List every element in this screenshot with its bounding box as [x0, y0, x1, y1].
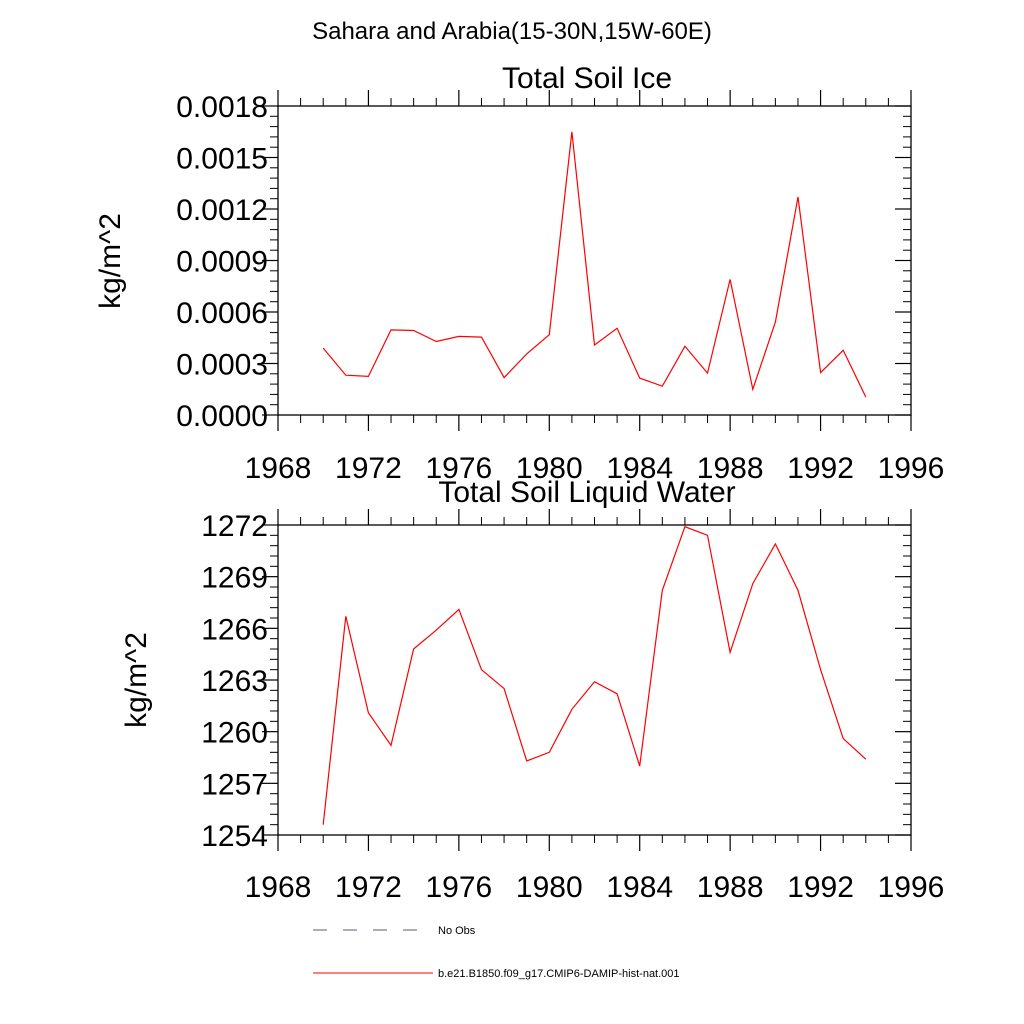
legend-label-no-obs: No Obs	[438, 925, 476, 937]
x-tick-label: 1980	[516, 871, 583, 904]
plot-frame-soil-ice	[277, 105, 912, 416]
y-tick-label: 0.0006	[176, 297, 268, 330]
y-tick-label: 1266	[201, 613, 268, 646]
y-tick-label: 1263	[201, 665, 268, 698]
y-tick-label: 1260	[201, 717, 268, 750]
axis-ticks-soil-ice	[262, 90, 912, 431]
y-axis-label-soil-liquid-water: kg/m^2	[120, 632, 153, 728]
panel-title-total-soil-liquid-water: Total Soil Liquid Water	[438, 476, 735, 509]
series-line	[322, 131, 867, 398]
y-tick-labels-soil-liquid-water: 1254 1257 1260 1263 1266 1269 1272	[201, 510, 268, 853]
y-tick-label: 1272	[201, 510, 268, 543]
y-axis-label-soil-ice: kg/m^2	[94, 213, 127, 309]
x-tick-label: 1988	[697, 452, 764, 485]
x-tick-label: 1988	[697, 871, 764, 904]
x-tick-labels-soil-liquid-water: 1968 1972 1976 1980 1984 1988 1992 1996	[245, 871, 945, 904]
x-tick-label: 1976	[425, 452, 492, 485]
y-tick-label: 0.0012	[176, 194, 268, 227]
series-line	[322, 525, 867, 825]
x-tick-label: 1996	[878, 871, 945, 904]
panel-total-soil-ice: Total Soil Ice 0.00000.00030.00060.00090…	[94, 62, 944, 485]
x-tick-label: 1972	[335, 871, 402, 904]
x-tick-label: 1972	[335, 452, 402, 485]
figure-suptitle: Sahara and Arabia(15-30N,15W-60E)	[312, 18, 712, 45]
x-tick-label: 1968	[245, 871, 312, 904]
y-tick-label: 0.0009	[176, 246, 268, 279]
series-soil-liquid-water	[322, 525, 867, 825]
y-tick-label: 1257	[201, 768, 268, 801]
x-tick-label: 1996	[878, 452, 945, 485]
x-tick-label: 1992	[787, 871, 854, 904]
y-tick-labels-soil-ice: 0.0000 0.0003 0.0006 0.0009 0.0012 0.0015 0.00…	[176, 91, 268, 433]
x-tick-label: 1984	[606, 871, 673, 904]
x-tick-label: 1968	[245, 452, 312, 485]
x-tick-label: 1984	[606, 452, 673, 485]
y-tick-label: 0.0015	[176, 143, 268, 176]
y-tick-label: 1254	[201, 820, 268, 853]
x-tick-label: 1992	[787, 452, 854, 485]
x-tick-label: 1980	[516, 452, 583, 485]
y-tick-label: 0.0003	[176, 349, 268, 382]
panel-title-total-soil-ice: Total Soil Ice	[502, 62, 672, 95]
y-tick-label: 0.0018	[176, 91, 268, 124]
legend: No Obs b.e21.B1850.f09_g17.CMIP6-DAMIP-h…	[313, 925, 680, 980]
x-tick-labels-soil-ice: 1968 1972 1976 1980 1984 1988 1992 1996	[245, 452, 945, 485]
axis-ticks-soil-liquid-water	[262, 509, 912, 851]
series-soil-ice	[322, 131, 867, 398]
plot-frame-soil-liquid-water	[277, 524, 912, 836]
legend-label-model-run: b.e21.B1850.f09_g17.CMIP6-DAMIP-hist-nat…	[438, 968, 680, 980]
y-tick-label: 1269	[201, 562, 268, 595]
x-tick-label: 1976	[425, 871, 492, 904]
y-tick-label: 0.0000	[176, 400, 268, 433]
panel-total-soil-liquid-water: Total Soil Liquid Water 1254 1257 1260 1263…	[120, 476, 944, 904]
